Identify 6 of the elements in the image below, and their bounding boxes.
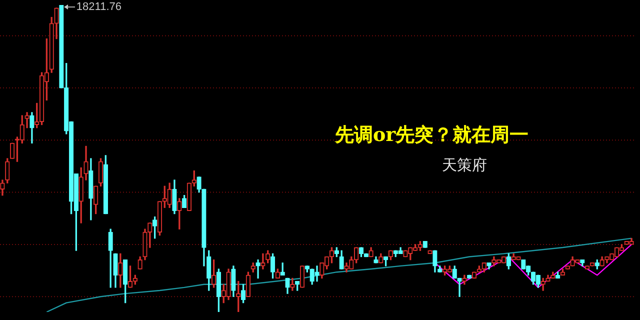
text: 天策府 xyxy=(442,156,487,175)
text: 先调or先突？就在周一 xyxy=(335,123,529,148)
candlestick xyxy=(24,112,30,128)
candlestick xyxy=(256,259,260,279)
candlestick xyxy=(260,253,266,270)
annotation: 18211.76 xyxy=(76,1,122,14)
